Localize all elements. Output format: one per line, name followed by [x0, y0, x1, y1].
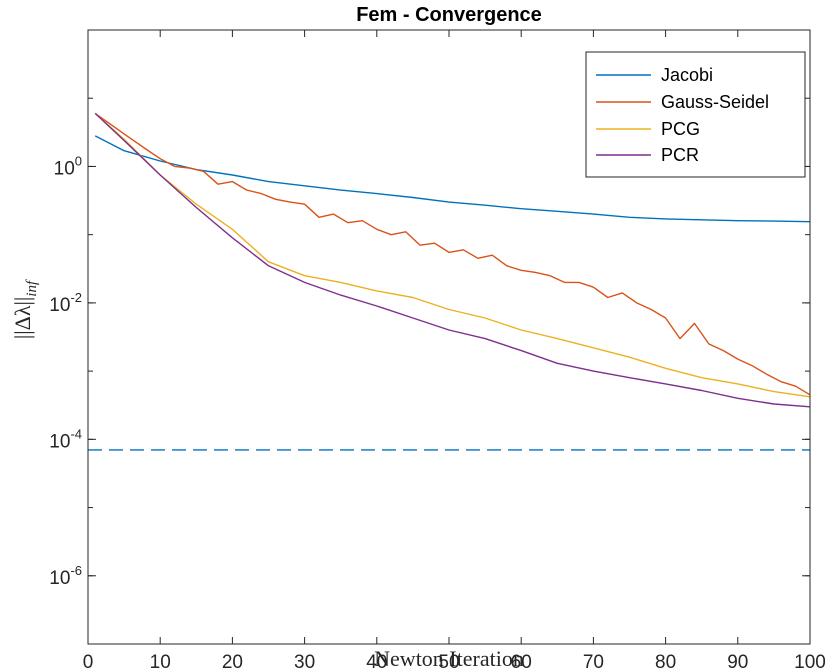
- series-line-jacobi: [94, 135, 811, 223]
- legend-label-gauss-seidel: Gauss-Seidel: [661, 92, 769, 112]
- x-tick-label: 20: [222, 652, 243, 668]
- x-tick-label: 80: [655, 652, 676, 668]
- legend-label-pcg: PCG: [661, 119, 700, 139]
- x-tick-label: 100: [794, 652, 826, 668]
- series-line-gauss-seidel: [94, 112, 811, 396]
- y-tick-label: 10-4: [49, 426, 82, 452]
- y-axis-label: ||Δλ||inf: [10, 279, 40, 339]
- legend-box: [585, 51, 806, 178]
- series-lines: [88, 112, 811, 451]
- y-axis-label-main: ||Δλ||: [10, 297, 35, 339]
- legend-label-jacobi: Jacobi: [661, 65, 713, 85]
- x-tick-label: 40: [366, 652, 387, 668]
- x-axis-label: Newton Iteration: [374, 646, 524, 668]
- x-tick-label: 10: [150, 652, 171, 668]
- x-tick-label: 50: [438, 652, 459, 668]
- axis-ticks: 0 10 20 30 40 50 60 70 80 90 100 100 10-2 10-4 10-6: [49, 29, 826, 668]
- legend-label-pcr: PCR: [661, 145, 699, 165]
- y-tick-label: 10-6: [49, 563, 82, 589]
- x-tick-label: 30: [294, 652, 315, 668]
- axes-box: [87, 29, 811, 645]
- x-tick-label: 0: [83, 652, 94, 668]
- legend: Jacobi Gauss-Seidel PCG PCR: [585, 51, 806, 178]
- series-line-pcg: [94, 112, 811, 398]
- x-tick-label: 90: [727, 652, 748, 668]
- x-tick-label: 60: [511, 652, 532, 668]
- y-axis-label-sub: inf: [24, 279, 40, 297]
- chart-title: Fem - Convergence: [356, 4, 542, 26]
- y-tick-label: 100: [54, 153, 82, 179]
- y-tick-label: 10-2: [49, 290, 82, 316]
- series-line-pcr: [94, 112, 811, 408]
- x-tick-label: 70: [583, 652, 604, 668]
